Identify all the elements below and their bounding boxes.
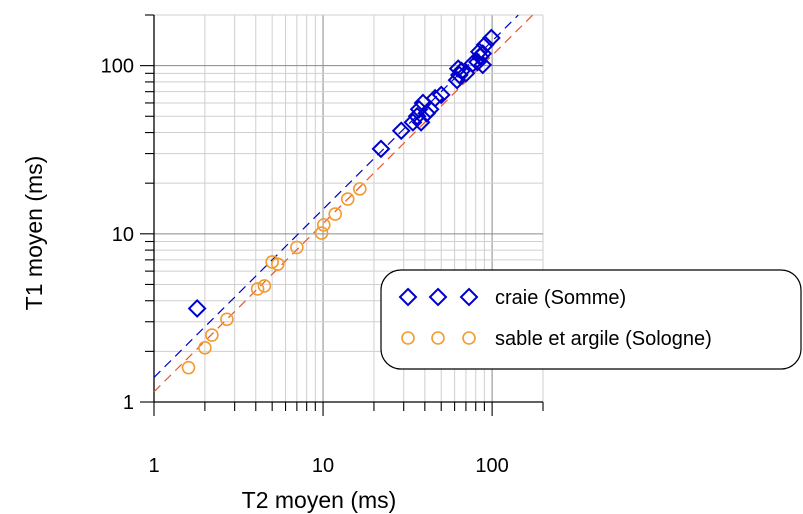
axes xyxy=(140,14,544,416)
point-series-1 xyxy=(411,112,431,132)
legend-marker-series-2 xyxy=(401,331,415,345)
point-series-2 xyxy=(290,240,304,255)
point-series-1 xyxy=(481,28,501,48)
x-tick-label: 10 xyxy=(312,455,334,477)
point-series-2 xyxy=(220,312,234,327)
point-series-2 xyxy=(271,257,285,271)
point-series-1 xyxy=(468,52,487,72)
point-series-1 xyxy=(371,139,391,159)
legend-markers xyxy=(398,287,479,345)
point-series-2 xyxy=(353,182,367,196)
point-series-1 xyxy=(425,88,445,108)
legend-marker-series-1 xyxy=(398,287,418,307)
legend: craie (Somme) sable et argile (Sologne) xyxy=(380,269,802,370)
point-series-2 xyxy=(181,360,196,375)
legend-marker-series-2 xyxy=(462,331,476,345)
point-series-2 xyxy=(316,218,331,232)
x-axis-label: T2 moyen (ms) xyxy=(242,487,397,513)
y-tick-label: 100 xyxy=(101,56,134,78)
tick-labels: 1 10 100 1 10 100 xyxy=(101,56,509,477)
point-series-1 xyxy=(417,103,437,123)
point-series-1 xyxy=(473,55,493,75)
data-points xyxy=(181,28,501,375)
legend-marker-series-1 xyxy=(428,287,448,307)
point-series-1 xyxy=(431,85,451,105)
legend-marker-series-2 xyxy=(431,331,445,345)
legend-label-series-2: sable et argile (Sologne) xyxy=(495,328,712,350)
point-series-2 xyxy=(265,255,279,269)
y-tick-label: 1 xyxy=(123,392,134,414)
legend-label-series-1: craie (Somme) xyxy=(495,287,626,309)
point-series-2 xyxy=(257,279,272,293)
point-series-2 xyxy=(205,328,219,342)
point-series-1 xyxy=(475,35,495,55)
point-series-1 xyxy=(187,299,207,318)
legend-box xyxy=(380,269,802,370)
point-series-2 xyxy=(250,282,265,296)
legend-marker-series-1 xyxy=(459,287,479,307)
point-series-1 xyxy=(452,61,472,81)
point-series-2 xyxy=(314,226,329,240)
point-series-2 xyxy=(340,192,355,206)
y-tick-label: 10 xyxy=(112,224,134,246)
point-series-2 xyxy=(328,207,343,221)
y-axis-label: T1 moyen (ms) xyxy=(21,156,47,311)
point-series-1 xyxy=(391,121,411,141)
point-series-1 xyxy=(403,112,423,132)
x-tick-label: 100 xyxy=(475,455,508,477)
point-series-2 xyxy=(198,341,212,355)
x-tick-label: 1 xyxy=(148,455,159,477)
